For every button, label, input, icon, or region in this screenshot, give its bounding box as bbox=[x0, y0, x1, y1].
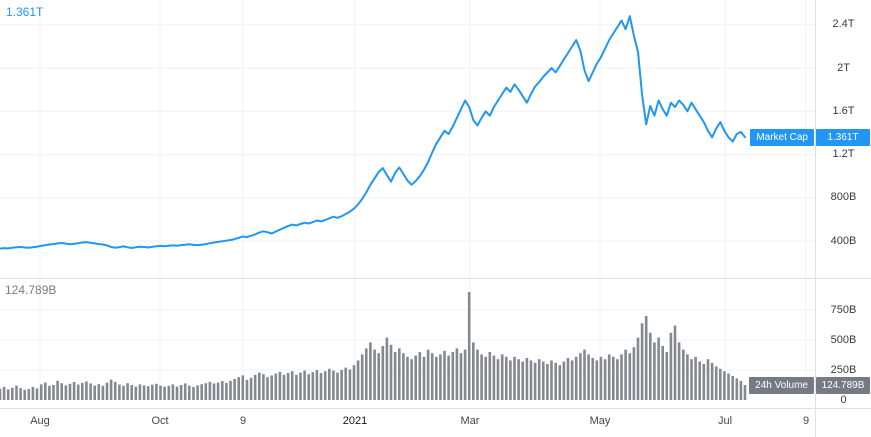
time-axis-tick: 2021 bbox=[342, 415, 368, 427]
volume-value-label: 124.789B bbox=[816, 377, 870, 394]
time-axis-tick: 9 bbox=[802, 415, 810, 427]
price-axis-tick: 2T bbox=[837, 61, 850, 74]
price-scale[interactable]: 400B 800B 1.2T 1.6T 2T 2.4T bbox=[816, 0, 871, 278]
price-axis-tick: 800B bbox=[830, 191, 857, 204]
price-pane[interactable]: 1.361T bbox=[0, 0, 815, 278]
market-cap-legend-value: 1.361T bbox=[6, 5, 44, 19]
price-plot[interactable] bbox=[0, 0, 815, 278]
price-axis-tick: 1.6T bbox=[832, 104, 855, 117]
market-cap-line-svg bbox=[0, 0, 815, 278]
price-axis-tick: 1.2T bbox=[832, 148, 855, 161]
volume-pane[interactable]: 124.789B bbox=[0, 278, 815, 408]
time-axis-tick: Oct bbox=[151, 415, 169, 427]
time-axis-tick: Mar bbox=[460, 415, 480, 427]
price-axis-separator bbox=[815, 0, 816, 437]
price-axis-tick: 2.4T bbox=[832, 18, 855, 31]
volume-axis-tick: 250B bbox=[830, 363, 857, 376]
volume-plot[interactable] bbox=[0, 278, 815, 408]
volume-bars[interactable] bbox=[0, 292, 747, 400]
volume-series-badge: 24h Volume bbox=[749, 377, 814, 394]
time-axis-tick: 9 bbox=[239, 415, 247, 427]
time-scale[interactable]: Aug Oct 9 2021 Mar May Jul 9 bbox=[0, 409, 871, 437]
pane-separator[interactable] bbox=[0, 278, 871, 279]
time-axis-separator bbox=[0, 408, 871, 409]
market-cap-series-badge: Market Cap bbox=[750, 129, 814, 146]
volume-axis-tick: 0 bbox=[840, 393, 847, 406]
volume-axis-tick: 500B bbox=[830, 333, 857, 346]
volume-legend-value: 124.789B bbox=[5, 283, 57, 297]
volume-bars-svg bbox=[0, 278, 815, 400]
volume-scale[interactable]: 0 250B 500B 750B bbox=[816, 278, 871, 408]
time-axis-tick: Aug bbox=[30, 415, 50, 427]
time-axis-tick: May bbox=[589, 415, 611, 427]
volume-axis-tick: 750B bbox=[830, 303, 857, 316]
price-axis-tick: 400B bbox=[830, 234, 857, 247]
market-cap-price-label: 1.361T bbox=[816, 129, 870, 146]
time-axis-tick: Jul bbox=[717, 415, 733, 427]
market-cap-line[interactable] bbox=[0, 15, 746, 250]
